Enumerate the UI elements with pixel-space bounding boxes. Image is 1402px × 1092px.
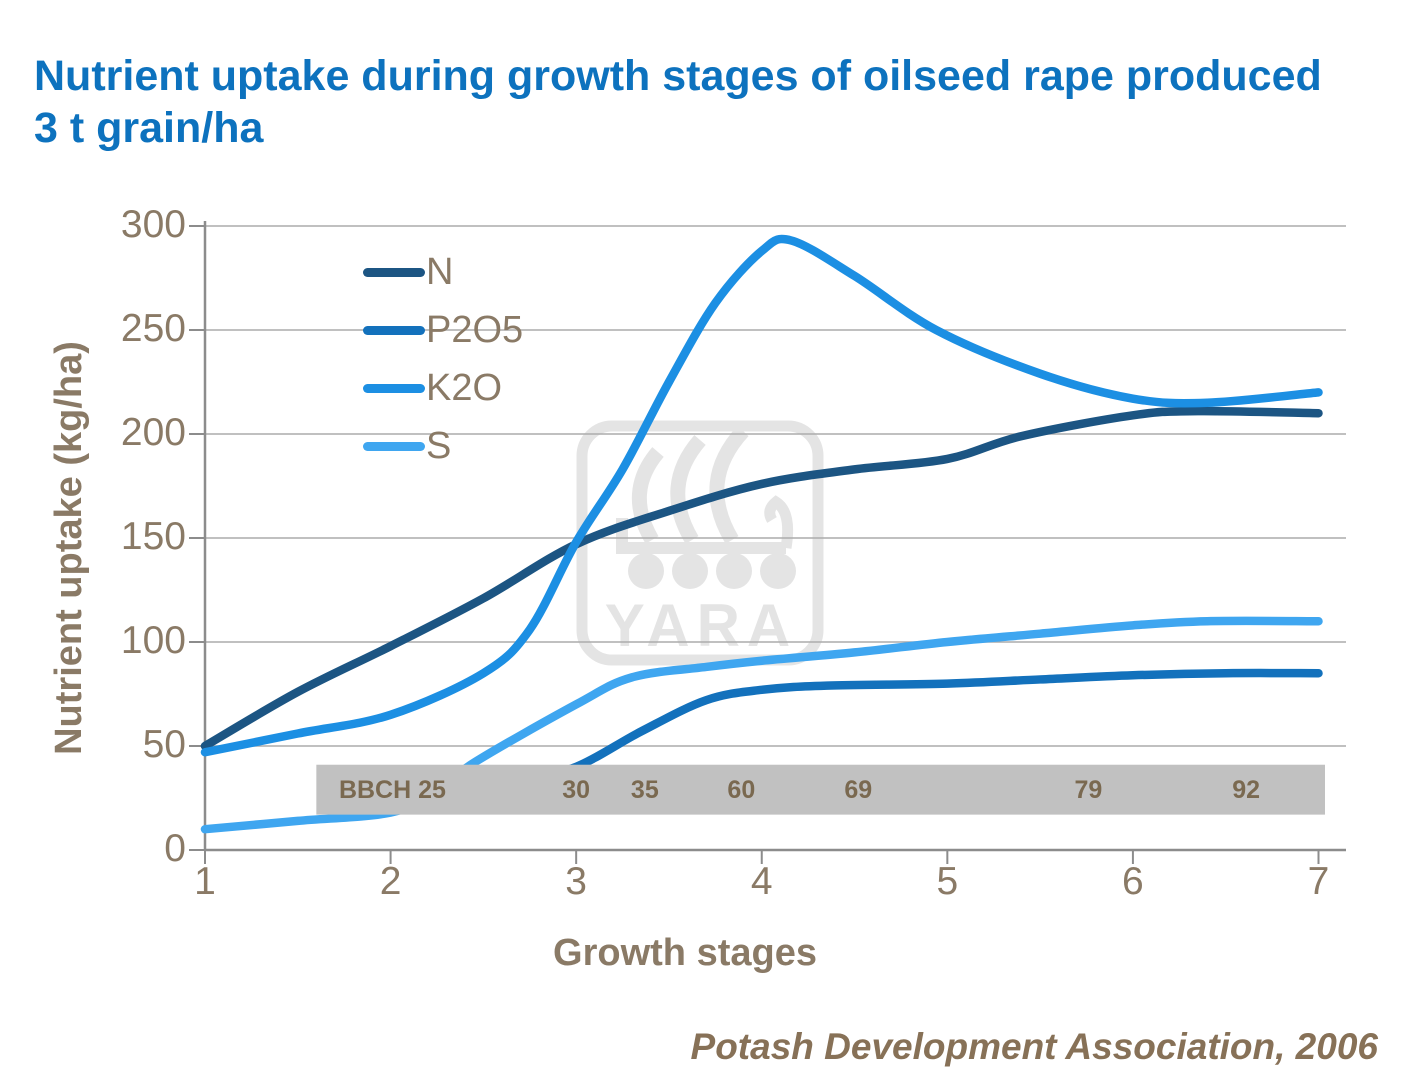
x-tick-label: 4: [750, 860, 773, 903]
x-axis-title: Growth stages: [553, 932, 817, 974]
legend-label-N: N: [426, 250, 454, 293]
x-tick-label: 1: [194, 860, 216, 903]
bbch-stage-label: 35: [630, 776, 659, 804]
bbch-stage-label: BBCH 25: [338, 776, 446, 804]
legend-label-P2O5: P2O5: [426, 308, 524, 351]
x-tick-label: 3: [565, 860, 587, 903]
legend: N P2O5 K2O S: [363, 243, 523, 475]
series-line-N: [200, 406, 1323, 751]
legend-swatch-P2O5: [363, 325, 425, 335]
yara-watermark-text: YARA: [605, 592, 798, 659]
legend-item-N: N: [363, 243, 523, 301]
legend-item-K2O: K2O: [363, 359, 523, 417]
page-title: Nutrient uptake during growth stages of …: [34, 52, 1322, 153]
legend-item-P2O5: P2O5: [363, 301, 523, 359]
y-tick-label: 50: [142, 723, 186, 766]
legend-swatch-S: [363, 441, 425, 451]
x-tick-label: 5: [936, 860, 959, 903]
y-tick-label: 200: [120, 411, 186, 454]
bbch-band-layer: [316, 764, 1325, 815]
bbch-band: [316, 764, 1325, 815]
legend-label-K2O: K2O: [426, 366, 503, 409]
legend-swatch-K2O: [363, 383, 425, 393]
legend-label-S: S: [426, 424, 452, 467]
bbch-stage-label: 92: [1232, 776, 1261, 804]
bbch-stage-label: 79: [1074, 776, 1103, 804]
y-tick-label: 0: [164, 827, 186, 870]
series-line-K2O: [200, 234, 1323, 757]
y-tick-label: 150: [120, 515, 186, 558]
y-tick-label: 250: [120, 307, 186, 350]
x-tick-label: 6: [1122, 860, 1144, 903]
x-tick-label: 2: [379, 860, 402, 903]
y-tick-label: 300: [120, 203, 186, 246]
x-tick-label: 7: [1307, 860, 1330, 903]
attribution: Potash Development Association, 2006: [690, 1026, 1378, 1067]
legend-item-S: S: [363, 417, 523, 475]
y-axis-title: Nutrient uptake (kg/ha): [48, 341, 90, 755]
y-tick-label: 100: [120, 619, 186, 662]
bbch-stage-label: 69: [844, 776, 873, 804]
bbch-stage-label: 60: [727, 776, 756, 804]
bbch-stage-label: 30: [562, 776, 591, 804]
legend-swatch-N: [363, 267, 425, 277]
yara-watermark-icon: YARA: [576, 420, 824, 666]
